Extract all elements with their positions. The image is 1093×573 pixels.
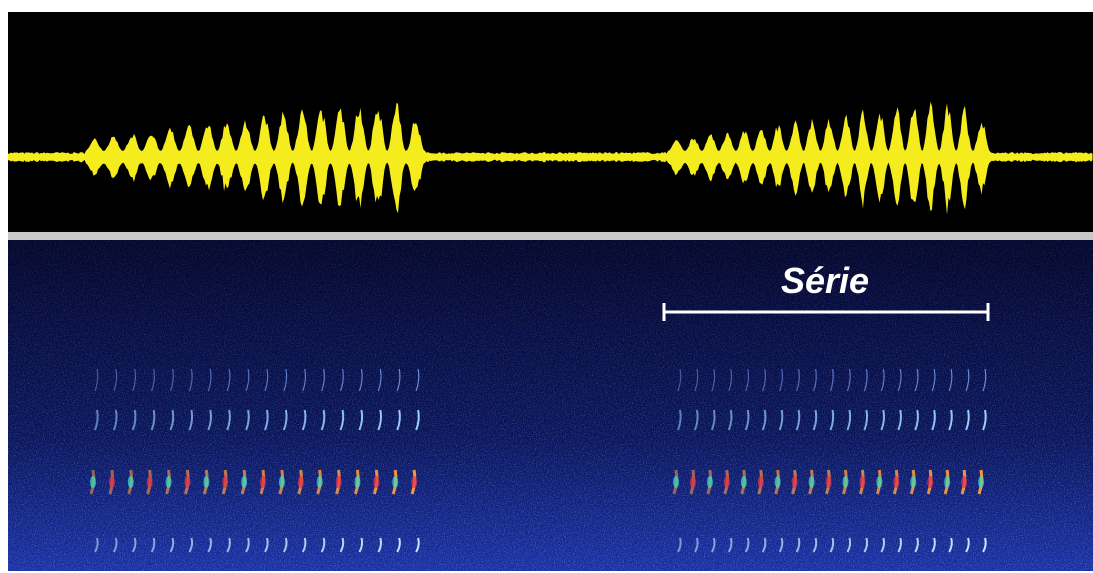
harmonic-core [90,476,96,488]
harmonic-core [392,476,398,488]
harmonic-core [184,476,190,488]
harmonic-core [859,476,865,488]
harmonic-core [203,476,209,488]
harmonic-core [893,476,899,488]
harmonic-core [317,476,323,488]
spectrogram-noise [8,240,1093,571]
harmonic-core [809,476,815,488]
harmonic-core [724,476,730,488]
harmonic-core [978,476,984,488]
harmonic-core [673,476,679,488]
harmonic-core [373,476,379,488]
harmonic-core [826,476,832,488]
harmonic-core [741,476,747,488]
harmonic-core [298,476,304,488]
series-label: Série [781,260,869,301]
figure: Série [0,0,1093,573]
separator [8,232,1093,240]
harmonic-core [944,476,950,488]
harmonic-core [961,476,967,488]
harmonic-core [166,476,172,488]
harmonic-core [690,476,696,488]
harmonic-core [910,476,916,488]
harmonic-core [354,476,360,488]
harmonic-core [842,476,848,488]
harmonic-core [279,476,285,488]
harmonic-core [792,476,798,488]
harmonic-core [260,476,266,488]
page: {"label": "Série"} Série (() => { const … [0,0,1093,573]
harmonic-core [411,476,417,488]
harmonic-core [336,476,342,488]
harmonic-core [876,476,882,488]
harmonic-core [109,476,115,488]
harmonic-core [147,476,153,488]
harmonic-core [927,476,933,488]
harmonic-core [128,476,134,488]
harmonic-core [241,476,247,488]
harmonic-core [707,476,713,488]
harmonic-core [775,476,781,488]
harmonic-core [222,476,228,488]
harmonic-core [758,476,764,488]
